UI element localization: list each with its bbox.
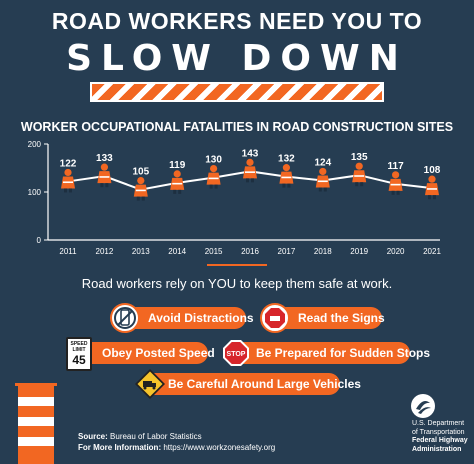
construction-stripe-banner: [90, 82, 384, 102]
fatalities-chart: 0 100 200 122 2011 133 2012 105 2013 119 2014 130 20…: [28, 140, 442, 256]
x-tick-label: 2020: [387, 247, 405, 256]
more-info-label: For More Information:: [78, 443, 162, 452]
tip-read-the-signs: Read the Signs: [262, 307, 385, 329]
truck-warning-sign-icon: [134, 368, 166, 400]
x-tick-label: 2013: [132, 247, 150, 256]
y-tick-label: 0: [37, 236, 42, 245]
agency-name: U.S. Department of Transportation Federa…: [412, 420, 468, 454]
data-point-worker-icon: [97, 163, 112, 188]
speed-sign-number: 45: [72, 353, 86, 367]
no-phone-icon: [110, 303, 140, 333]
x-tick-label: 2015: [205, 247, 223, 256]
x-tick-label: 2019: [350, 247, 368, 256]
data-point-worker-icon: [388, 171, 403, 195]
x-tick-label: 2017: [278, 247, 296, 256]
data-label: 143: [242, 148, 259, 159]
tip-label: Read the Signs: [298, 311, 385, 325]
tip-careful-large-vehicles: Be Careful Around Large Vehicles: [140, 373, 361, 395]
x-tick-label: 2016: [241, 247, 259, 256]
tip-label: Be Careful Around Large Vehicles: [168, 377, 361, 391]
data-point-worker-icon: [279, 164, 294, 188]
data-label: 119: [169, 160, 186, 171]
speed-limit-sign-icon: SPEED LIMIT 45: [66, 337, 92, 371]
speed-sign-top: SPEED: [70, 341, 88, 347]
speed-sign-mid: LIMIT: [72, 347, 86, 353]
tip-obey-posted-speed: Obey Posted Speed: [74, 342, 215, 364]
source-credit: Source: Bureau of Labor Statistics For M…: [78, 431, 275, 453]
data-label: 117: [388, 161, 405, 172]
tip-label: Be Prepared for Sudden Stops: [256, 346, 431, 360]
stop-sign-icon: STOP: [222, 339, 250, 367]
chart-title: WORKER OCCUPATIONAL FATALITIES IN ROAD C…: [20, 120, 454, 134]
y-tick-label: 200: [28, 140, 42, 149]
source-value: Bureau of Labor Statistics: [110, 432, 202, 441]
agency-line2: of Transportation: [412, 428, 465, 436]
agency-line3: Federal Highway: [412, 437, 468, 444]
data-point-worker-icon: [170, 170, 185, 194]
tip-be-prepared-sudden-stops: Be Prepared for Sudden Stops: [226, 342, 430, 364]
data-label: 132: [278, 154, 295, 165]
data-point-worker-icon: [315, 167, 330, 192]
data-label: 130: [205, 155, 222, 166]
dot-logo-icon: [410, 393, 436, 419]
data-label: 135: [351, 152, 368, 163]
agency-line1: U.S. Department: [412, 420, 465, 427]
source-label: Source:: [78, 432, 108, 441]
data-point-worker-icon: [352, 162, 367, 187]
x-tick-label: 2014: [168, 247, 186, 256]
data-label: 124: [314, 157, 331, 168]
safety-message: Road workers rely on YOU to keep them sa…: [81, 276, 393, 291]
data-label: 105: [132, 167, 149, 178]
x-tick-label: 2021: [423, 247, 441, 256]
x-tick-label: 2012: [96, 247, 114, 256]
data-point-worker-icon: [243, 158, 257, 183]
more-info-link[interactable]: https://www.workzonesafety.org: [163, 443, 276, 452]
data-point-worker-icon: [133, 177, 148, 201]
tip-avoid-distractions: Avoid Distractions: [114, 307, 254, 329]
tip-label: Obey Posted Speed: [102, 346, 215, 360]
construction-barrel-icon: [12, 381, 60, 464]
data-point-worker-icon: [206, 165, 221, 189]
data-point-worker-icon: [425, 175, 439, 200]
y-tick-label: 100: [28, 188, 42, 197]
x-tick-label: 2011: [59, 247, 77, 256]
data-label: 133: [96, 153, 113, 164]
data-point-worker-icon: [61, 168, 75, 193]
stop-hand-sign-icon: [260, 303, 290, 333]
headline-line2: SLOW DOWN: [66, 38, 408, 79]
tip-label: Avoid Distractions: [148, 311, 254, 325]
agency-line4: Administration: [412, 445, 462, 453]
data-label: 122: [60, 158, 77, 169]
x-tick-label: 2018: [314, 247, 332, 256]
divider: [207, 264, 267, 266]
data-label: 108: [424, 165, 441, 176]
headline-line1: ROAD WORKERS NEED YOU TO: [51, 8, 423, 34]
stop-sign-text: STOP: [227, 351, 246, 358]
